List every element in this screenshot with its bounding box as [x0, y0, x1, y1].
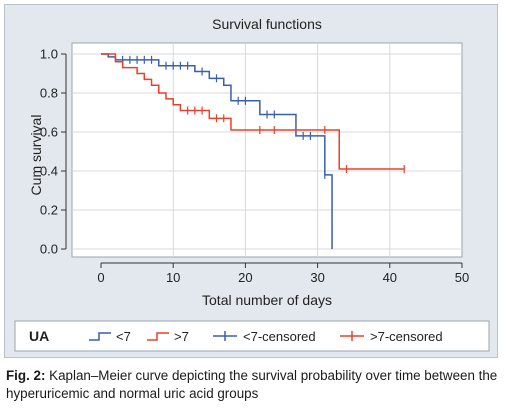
caption-text: Kaplan–Meier curve depicting the surviva… [6, 368, 498, 401]
legend-label-3: >7-censored [370, 329, 443, 344]
x-tick-label: 40 [383, 270, 397, 285]
survival-chart: 0.0 0.2 0.4 0.6 0.8 1.0 0 10 20 30 40 50 Survival fu… [14, 16, 490, 352]
x-axis-label: Total number of days [202, 292, 332, 308]
y-tick-label: 0.6 [40, 125, 58, 140]
legend-swatch-0 [89, 332, 111, 341]
y-tick-label: 0.8 [40, 86, 58, 101]
legend-label-0: <7 [116, 329, 131, 344]
chart-panel: 0.0 0.2 0.4 0.6 0.8 1.0 0 10 20 30 40 50 Survival fu… [4, 4, 498, 358]
legend-title: UA [29, 328, 49, 344]
figure-caption: Fig. 2: Kaplan–Meier curve depicting the… [6, 367, 500, 403]
chart-title: Survival functions [212, 16, 322, 32]
y-tick-label: 0.4 [40, 164, 58, 179]
legend-box [14, 320, 490, 352]
plot-area [71, 42, 463, 258]
x-tick-label: 50 [455, 270, 469, 285]
legend-swatch-1 [147, 332, 169, 341]
y-axis-label: Cum survival [28, 115, 44, 196]
series-line-1 [101, 53, 405, 170]
x-tick-label: 10 [166, 270, 180, 285]
x-tick-label: 30 [310, 270, 324, 285]
y-tick-label: 0.0 [40, 242, 58, 257]
legend-label-2: <7-censored [243, 329, 316, 344]
x-tick-label: 0 [97, 270, 104, 285]
y-tick-label: 1.0 [40, 47, 58, 62]
y-tick-label: 0.2 [40, 203, 58, 218]
caption-label: Fig. 2: [6, 368, 46, 383]
x-tick-label: 20 [238, 270, 252, 285]
legend-label-1: >7 [174, 329, 189, 344]
